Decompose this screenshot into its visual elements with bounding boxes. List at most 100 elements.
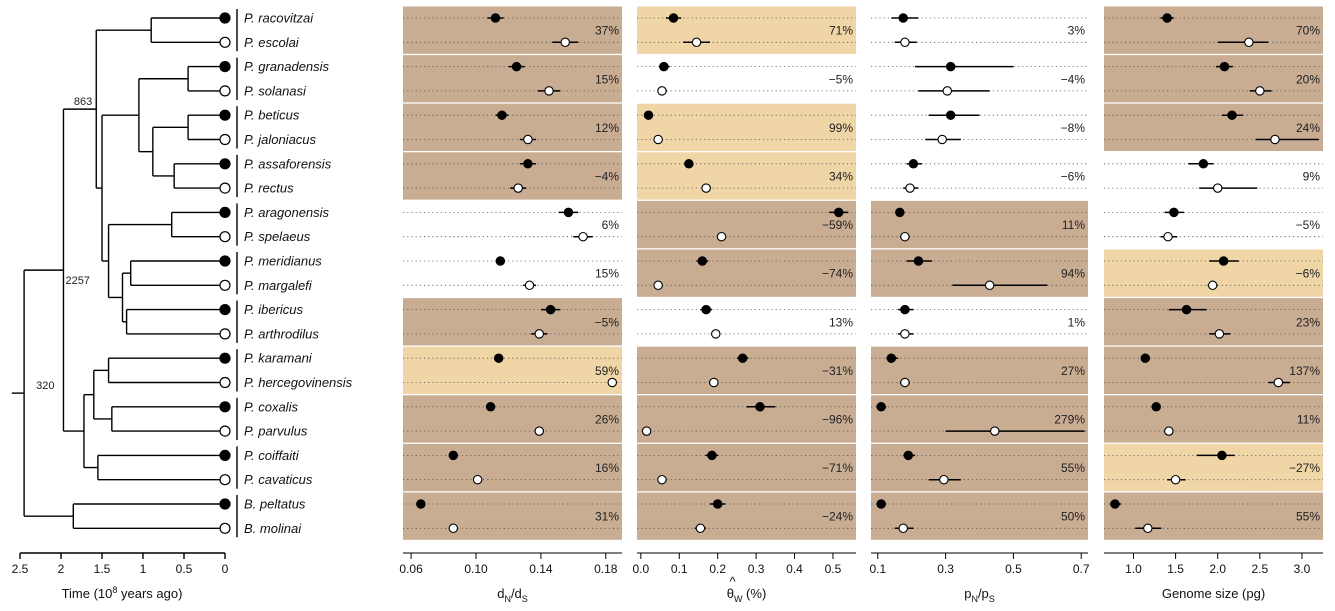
species-label: P. escolai [244,35,300,50]
x-tick-label: 0.0 [632,562,649,576]
axis-label-sub: S [989,594,995,604]
panel-genome_size: 70% 20% 24% 9% −5% −6% 23% 137% 11% −27% 55% 1.0 1.5… [1104,6,1323,601]
species-label: P. margalefi [244,278,313,293]
data-point [544,86,554,96]
species-label: P. coxalis [244,399,298,414]
band-dark [403,103,622,151]
band-dark [403,55,622,103]
node-label-863: 863 [74,96,92,108]
percent-label: 31% [595,510,619,524]
tip-marker [219,401,231,413]
band-dark [403,6,622,54]
data-point [657,86,667,96]
band-light [637,6,856,54]
data-point [1212,183,1223,193]
band-dark [637,249,856,297]
data-point [1217,450,1227,461]
axis-label-sub: N [504,594,511,604]
band-dark [871,443,1088,492]
band-dark [637,492,856,540]
tip-marker [219,376,231,389]
data-point [691,37,702,48]
data-point [755,402,765,412]
x-tick-label: 0.06 [399,562,423,576]
data-point [945,110,956,120]
data-point [898,13,908,23]
data-point [1270,134,1280,145]
band-dark [403,298,622,346]
data-point [448,450,459,461]
tree-tick-label: 2.5 [12,562,29,576]
species-label: P. assaforensis [244,156,332,171]
data-point [697,256,708,266]
x-tick-label: 2.5 [1251,562,1268,576]
data-point [905,183,915,193]
data-point [1169,207,1179,218]
species-label: P. racovitzai [244,11,314,26]
panel-dN_dS: 37% 15% 12% −4% 6% 15% −5% 59% 26% 16% 31% 0.06 0.10… [399,6,622,604]
percent-label: 15% [595,267,619,281]
tip-marker [219,425,231,437]
data-point [643,110,654,120]
data-point [900,37,910,48]
percent-label: −6% [1061,169,1086,183]
data-point [895,207,905,218]
tree-tick-label: 0 [222,562,229,576]
species-label: P. jaloniacus [244,132,317,147]
x-axis-label: dN/dS [497,586,528,604]
species-label: B. molinai [244,521,302,536]
x-tick-label: 0.3 [937,562,954,576]
data-point [534,329,545,339]
axis-label-sub: S [522,594,528,604]
tree-axis-label: Time (108 years ago) [62,585,183,601]
tip-marker [219,85,231,97]
axis-label-main: Time (10 [62,586,113,601]
theta-hat: ^ [729,574,736,589]
tip-marker [219,255,231,267]
data-point [641,426,652,436]
band-dark [1104,492,1323,540]
data-point [1273,377,1284,388]
percent-label: −4% [595,169,620,183]
data-point [497,110,507,120]
data-point [1162,13,1172,23]
percent-label: 34% [829,169,853,183]
data-point [534,426,545,436]
percent-label: −4% [1061,72,1086,86]
data-point [659,61,669,72]
tip-marker [219,352,231,364]
x-tick-label: 0.1 [671,562,688,576]
species-label: P. ibericus [244,302,304,317]
species-label: P. meridianus [244,254,322,269]
percent-label: 16% [595,461,619,475]
data-point [1227,110,1237,120]
tip-marker [219,304,231,316]
species-label: P. spelaeus [244,229,311,244]
x-tick-label: 0.2 [709,562,726,576]
data-point [876,499,886,509]
data-point [900,377,910,388]
band-dark [871,249,1088,297]
tree-tick-label: 1 [140,562,147,576]
data-point [709,377,719,388]
band-dark [637,395,856,443]
band-dark [637,443,856,492]
x-tick-label: 0.7 [1073,562,1090,576]
species-label: P. rectus [244,181,294,196]
data-point [513,183,523,193]
data-point [1244,37,1254,48]
band-dark [403,492,622,540]
data-point [485,402,496,412]
data-point [607,377,618,388]
tip-marker [219,36,231,48]
tip-marker [219,279,231,291]
data-point [523,134,533,145]
band-dark [1104,6,1323,54]
species-label: P. granadensis [244,59,330,74]
data-point [1110,499,1120,509]
axis-label-mid: /d [511,586,522,601]
data-point [684,159,694,169]
percent-label: 94% [1061,267,1085,281]
x-tick-label: 0.10 [464,562,488,576]
tip-marker [219,133,231,146]
